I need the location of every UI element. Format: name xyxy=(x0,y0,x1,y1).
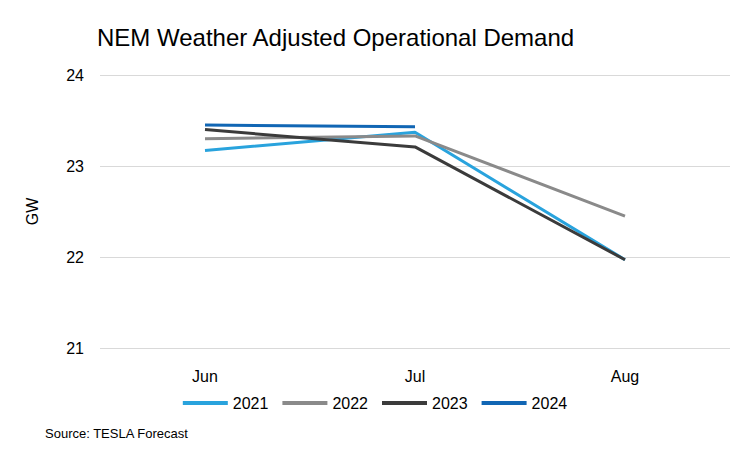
svg-text:21: 21 xyxy=(66,340,84,357)
svg-text:Jul: Jul xyxy=(405,368,425,385)
svg-text:Aug: Aug xyxy=(611,368,639,385)
svg-text:2024: 2024 xyxy=(532,395,568,412)
svg-text:GW: GW xyxy=(24,197,41,225)
svg-text:NEM Weather Adjusted Operation: NEM Weather Adjusted Operational Demand xyxy=(97,24,574,51)
svg-text:22: 22 xyxy=(66,249,84,266)
svg-text:2022: 2022 xyxy=(332,395,368,412)
svg-text:Jun: Jun xyxy=(192,368,218,385)
svg-text:23: 23 xyxy=(66,158,84,175)
svg-text:2021: 2021 xyxy=(233,395,269,412)
svg-text:24: 24 xyxy=(66,67,84,84)
svg-text:2023: 2023 xyxy=(432,395,468,412)
svg-text:Source: TESLA Forecast: Source: TESLA Forecast xyxy=(45,426,188,441)
